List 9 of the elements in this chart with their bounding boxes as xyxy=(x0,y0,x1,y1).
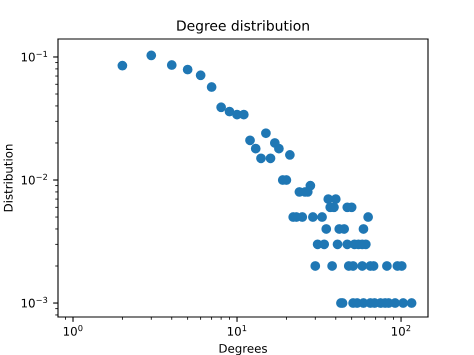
y-tick-label: 10$^{−2}$ xyxy=(22,174,48,185)
x-axis-title: Degrees xyxy=(220,344,267,355)
chart-title: Degree distribution xyxy=(177,20,309,34)
y-tick-label: 10$^{−3}$ xyxy=(22,296,48,308)
y-axis-title: Distribution xyxy=(4,144,13,212)
x-tick-label: 10$^{1}$ xyxy=(228,325,246,336)
y-tick-label: 10$^{−1}$ xyxy=(22,50,48,62)
x-tick-label: 10$^{2}$ xyxy=(392,324,410,336)
x-tick-label: 10$^{0}$ xyxy=(64,324,82,336)
